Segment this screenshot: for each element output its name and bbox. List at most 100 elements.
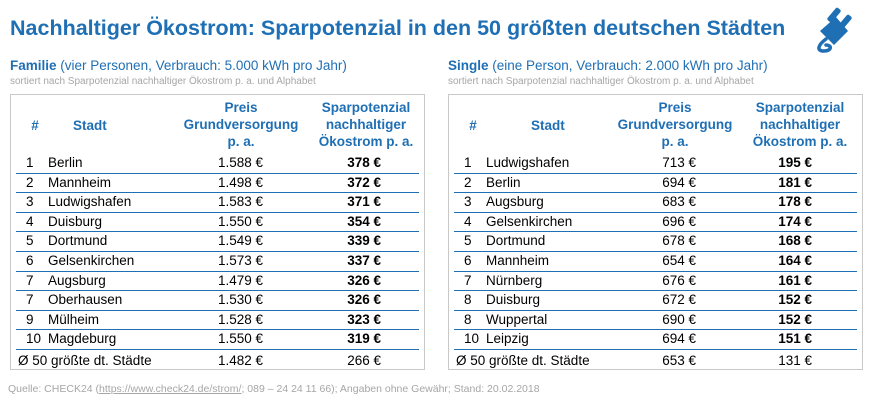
city-name: Wuppertal [486, 311, 548, 327]
savings-value: 372 € [347, 174, 381, 190]
table-row: 5 Dortmund 1.549 € 339 € [16, 231, 419, 251]
table-row: 6 Mannheim 654 € 164 € [454, 251, 857, 271]
table-row: 10 Magdeburg 1.550 € 319 € [16, 329, 419, 349]
average-savings: 266 € [347, 353, 381, 368]
row-divider [16, 349, 419, 350]
city-name: Mannheim [486, 253, 550, 268]
rank: 6 [464, 253, 472, 268]
city-name: Duisburg [486, 292, 541, 308]
price-value: 713 € [662, 155, 696, 170]
city-name: Oberhausen [48, 292, 123, 308]
city-name: Mülheim [48, 311, 100, 327]
price-value: 1.549 € [217, 233, 263, 249]
row-divider [454, 231, 857, 233]
price-value: 696 € [662, 213, 696, 229]
rank: 7 [464, 272, 472, 288]
price-value: 654 € [662, 253, 696, 268]
table-row: 10 Leipzig 694 € 151 € [454, 329, 857, 349]
savings-value: 354 € [347, 213, 381, 229]
average-price: 653 € [662, 353, 696, 368]
row-divider [16, 329, 419, 331]
header-city: Stadt [73, 118, 107, 133]
rank: 3 [464, 194, 472, 210]
rank: 8 [464, 311, 472, 327]
row-divider [454, 251, 857, 252]
savings-value: 168 € [778, 233, 812, 249]
city-name: Leipzig [486, 331, 529, 347]
rank: 1 [464, 155, 472, 170]
average-row: Ø 50 größte dt. Städte 653 € 131 € [454, 351, 857, 371]
savings-value: 152 € [778, 292, 812, 308]
savings-value: 326 € [347, 272, 381, 288]
city-name: Magdeburg [48, 331, 117, 347]
savings-value: 195 € [778, 155, 812, 170]
rank: 3 [26, 194, 34, 210]
row-divider [16, 309, 419, 311]
savings-value: 371 € [347, 194, 381, 210]
price-value: 1.583 € [217, 194, 263, 210]
city-name: Augsburg [486, 194, 544, 210]
average-row: Ø 50 größte dt. Städte 1.482 € 266 € [16, 351, 419, 371]
savings-value: 339 € [347, 233, 381, 249]
price-value: 683 € [662, 194, 696, 210]
rank: 5 [464, 233, 472, 249]
row-divider [16, 192, 419, 194]
average-label: Ø 50 größte dt. Städte [456, 353, 590, 368]
city-name: Dortmund [486, 233, 546, 249]
city-name: Berlin [486, 174, 521, 190]
single-subtitle: Single (eine Person, Verbrauch: 2.000 kW… [448, 58, 768, 73]
savings-value: 378 € [347, 155, 381, 170]
rank: 10 [26, 331, 42, 347]
city-name: Mannheim [48, 174, 112, 190]
price-value: 694 € [662, 174, 696, 190]
price-value: 1.479 € [217, 272, 263, 288]
row-divider [454, 172, 857, 174]
row-divider [454, 349, 857, 350]
rank: 4 [464, 213, 472, 229]
row-divider [16, 290, 419, 292]
city-name: Nürnberg [486, 272, 543, 288]
price-value: 1.588 € [217, 155, 263, 170]
table-row: 4 Gelsenkirchen 696 € 174 € [454, 212, 857, 232]
price-value: 1.498 € [217, 174, 263, 190]
average-savings: 131 € [778, 353, 812, 368]
rank: 5 [26, 233, 34, 249]
family-subtitle: Familie (vier Personen, Verbrauch: 5.000… [10, 58, 347, 73]
average-price: 1.482 € [217, 353, 263, 368]
savings-value: 178 € [778, 194, 812, 210]
header-save: Sparpotenzial nachhaltiger Ökostrom p. a. [752, 100, 848, 149]
table-row: 6 Gelsenkirchen 1.573 € 337 € [16, 251, 419, 271]
table-row: 3 Ludwigshafen 1.583 € 371 € [16, 192, 419, 212]
price-value: 690 € [662, 311, 696, 327]
single-sort-note: sortiert nach Sparpotenzial nachhaltiger… [448, 76, 754, 87]
rank: 9 [26, 311, 34, 327]
price-value: 672 € [662, 292, 696, 308]
table-row: 9 Mülheim 1.528 € 323 € [16, 310, 419, 330]
table-row: 4 Duisburg 1.550 € 354 € [16, 212, 419, 232]
table-row: 7 Oberhausen 1.530 € 326 € [16, 290, 419, 310]
savings-value: 319 € [347, 331, 381, 347]
table-row: 1 Ludwigshafen 713 € 195 € [454, 153, 857, 173]
rank: 4 [26, 213, 34, 229]
rank: 8 [464, 292, 472, 308]
rank: 2 [26, 174, 34, 190]
city-name: Gelsenkirchen [48, 253, 135, 268]
savings-value: 337 € [347, 253, 381, 268]
header-price: Preis Grundversorgung p. a. [183, 100, 299, 149]
row-divider [16, 270, 419, 272]
city-name: Berlin [48, 155, 83, 170]
savings-value: 152 € [778, 311, 812, 327]
row-divider [454, 290, 857, 292]
table-row: 7 Nürnberg 676 € 161 € [454, 271, 857, 291]
city-name: Augsburg [48, 272, 106, 288]
rank: 7 [26, 292, 34, 308]
family-sort-note: sortiert nach Sparpotenzial nachhaltiger… [10, 76, 316, 87]
single-table: # Stadt Preis Grundversorgung p. a. Sparpo… [448, 94, 863, 370]
row-divider [454, 329, 857, 331]
rank: 1 [26, 155, 34, 170]
rank: 6 [26, 253, 34, 268]
price-value: 1.528 € [217, 311, 263, 327]
savings-value: 326 € [347, 292, 381, 308]
source-link[interactable]: https://www.check24.de/strom/ [99, 383, 242, 395]
price-value: 1.530 € [217, 292, 263, 308]
